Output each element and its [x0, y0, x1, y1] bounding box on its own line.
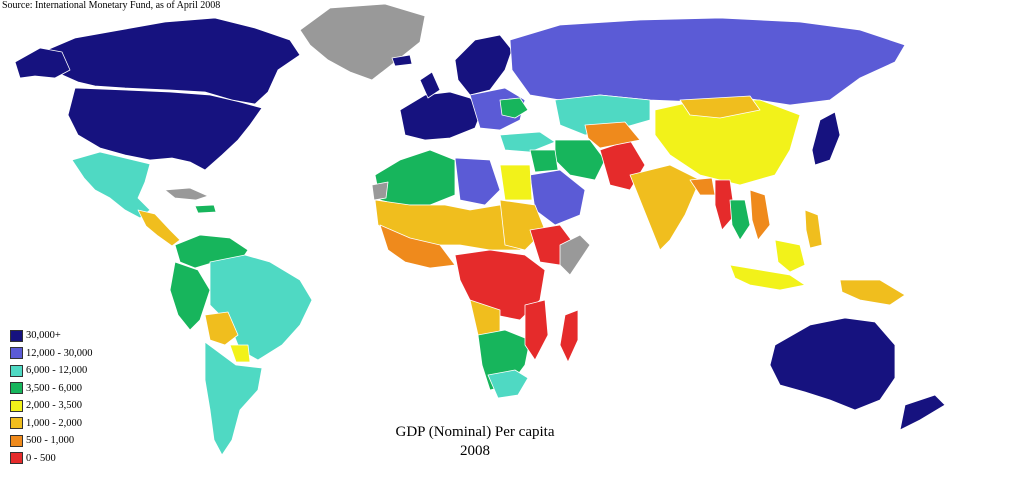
map-title-block: GDP (Nominal) Per capita 2008 — [360, 423, 590, 461]
legend-label-7: 0 - 500 — [26, 452, 56, 464]
region-hispaniola — [194, 204, 217, 214]
legend-swatch-1 — [10, 347, 23, 360]
region-canada — [34, 17, 301, 105]
region-uk — [419, 71, 441, 99]
region-western-europe — [399, 91, 483, 141]
region-western-sahara — [371, 181, 389, 201]
region-madagascar — [559, 309, 579, 363]
map-legend: 30,000+ 12,000 - 30,000 6,000 - 12,000 3… — [10, 327, 93, 467]
region-philippines — [804, 209, 823, 249]
region-vietnam — [749, 189, 771, 241]
legend-label-6: 500 - 1,000 — [26, 435, 75, 447]
legend-item-1: 12,000 - 30,000 — [10, 345, 93, 363]
region-australia — [769, 317, 896, 411]
region-somalia — [559, 234, 591, 276]
region-myanmar — [714, 179, 736, 231]
map-title: GDP (Nominal) Per capita — [395, 424, 555, 440]
legend-label-3: 3,500 - 6,000 — [26, 382, 82, 394]
region-central-asia — [584, 121, 641, 149]
region-north-africa-west — [374, 149, 456, 206]
legend-swatch-4 — [10, 399, 23, 412]
region-peru — [169, 261, 211, 331]
legend-swatch-3 — [10, 382, 23, 395]
legend-swatch-0 — [10, 329, 23, 342]
legend-item-4: 2,000 - 3,500 — [10, 397, 93, 415]
region-cuba — [164, 187, 209, 201]
region-iraq — [529, 149, 559, 173]
region-scandinavia — [454, 34, 513, 96]
legend-item-5: 1,000 - 2,000 — [10, 415, 93, 433]
region-iceland — [391, 54, 413, 67]
region-india — [629, 164, 701, 251]
legend-label-2: 6,000 - 12,000 — [26, 365, 88, 377]
legend-label-5: 1,000 - 2,000 — [26, 417, 82, 429]
region-argentina-chile — [204, 341, 263, 456]
region-greenland — [299, 3, 426, 81]
region-indonesia — [729, 264, 806, 291]
region-mexico — [71, 151, 151, 219]
region-south-africa — [487, 369, 529, 399]
region-paraguay — [229, 344, 251, 363]
region-russia — [509, 17, 906, 106]
region-egypt — [499, 164, 533, 201]
region-mongolia — [679, 95, 761, 119]
region-japan — [811, 111, 841, 166]
region-new-zealand — [899, 394, 946, 431]
region-borneo — [774, 239, 806, 273]
legend-label-4: 2,000 - 3,500 — [26, 400, 82, 412]
legend-item-6: 500 - 1,000 — [10, 432, 93, 450]
legend-item-2: 6,000 - 12,000 — [10, 362, 93, 380]
region-usa — [67, 87, 263, 171]
region-west-africa — [379, 224, 456, 269]
legend-item-0: 30,000+ — [10, 327, 93, 345]
legend-item-7: 0 - 500 — [10, 450, 93, 468]
source-note: Source: International Monetary Fund, as … — [2, 0, 221, 11]
legend-label-0: 30,000+ — [26, 330, 61, 342]
region-thailand — [729, 199, 751, 241]
region-central-america — [137, 209, 181, 247]
legend-label-1: 12,000 - 30,000 — [26, 347, 93, 359]
legend-swatch-6 — [10, 434, 23, 447]
region-new-guinea — [839, 279, 906, 306]
region-turkey — [499, 131, 556, 153]
region-bolivia — [204, 311, 239, 346]
region-alaska — [14, 47, 71, 79]
map-year: 2008 — [460, 443, 490, 459]
region-mozambique — [524, 299, 549, 361]
region-libya — [454, 157, 501, 206]
legend-swatch-7 — [10, 452, 23, 465]
legend-swatch-5 — [10, 417, 23, 430]
legend-swatch-2 — [10, 364, 23, 377]
region-ukraine — [499, 97, 529, 119]
legend-item-3: 3,500 - 6,000 — [10, 380, 93, 398]
